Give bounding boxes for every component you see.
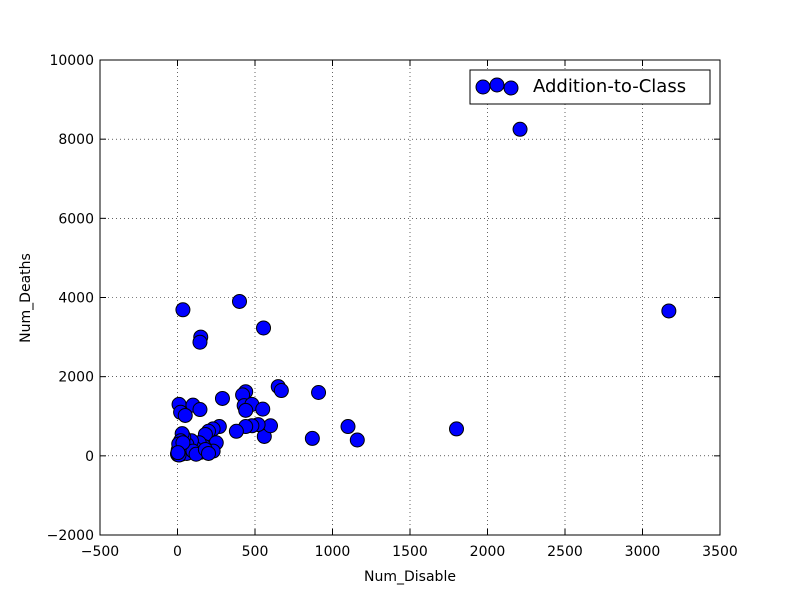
x-tick-label: 1500 [392, 544, 428, 560]
data-point [214, 390, 230, 406]
data-point [311, 385, 327, 400]
data-point [449, 421, 464, 437]
data-point [232, 293, 247, 309]
data-point [256, 320, 272, 336]
y-tick-label: 0 [85, 449, 94, 465]
data-point [349, 432, 365, 448]
y-tick-label: 2000 [58, 370, 94, 386]
y-tick-label: 8000 [58, 132, 94, 148]
y-tick-label: 10000 [49, 53, 94, 69]
x-tick-label: 0 [173, 544, 182, 560]
y-tick-label: 6000 [58, 211, 94, 227]
data-point [192, 402, 208, 418]
scatter-points [170, 121, 677, 463]
legend-marker [475, 79, 491, 95]
x-tick-label: 2000 [470, 544, 506, 560]
data-point [228, 423, 244, 439]
data-point [512, 121, 528, 137]
data-point [273, 383, 289, 399]
data-point [255, 401, 271, 417]
x-tick-label: 2500 [547, 544, 583, 560]
y-axis-label: Num_Deaths [18, 253, 34, 343]
axis-ticks [99, 59, 721, 536]
data-point [304, 430, 320, 446]
grid [100, 60, 720, 535]
data-point [170, 445, 186, 461]
legend: Addition-to-Class [469, 69, 711, 105]
x-tick-label: 1000 [315, 544, 351, 560]
data-point [661, 303, 677, 319]
legend-marker [489, 77, 505, 93]
legend-label: Addition-to-Class [533, 76, 686, 97]
data-point [340, 419, 356, 435]
data-point [238, 402, 254, 418]
y-tick-label: 4000 [58, 291, 94, 307]
x-tick-label: 500 [242, 544, 269, 560]
data-point [192, 334, 208, 350]
x-tick-label: 3500 [702, 544, 738, 560]
data-point [263, 418, 278, 434]
data-point [201, 445, 216, 461]
data-point [177, 407, 193, 423]
tick-labels: −500 0 500 1000 1500 2000 2500 3000 3500 −2000 0 20… [47, 53, 738, 560]
legend-marker [503, 80, 519, 96]
x-axis-label: Num_Disable [364, 569, 456, 585]
x-tick-label: −500 [81, 544, 119, 560]
y-tick-label: −2000 [47, 528, 94, 544]
x-tick-label: 3000 [625, 544, 661, 560]
data-point [175, 302, 191, 318]
